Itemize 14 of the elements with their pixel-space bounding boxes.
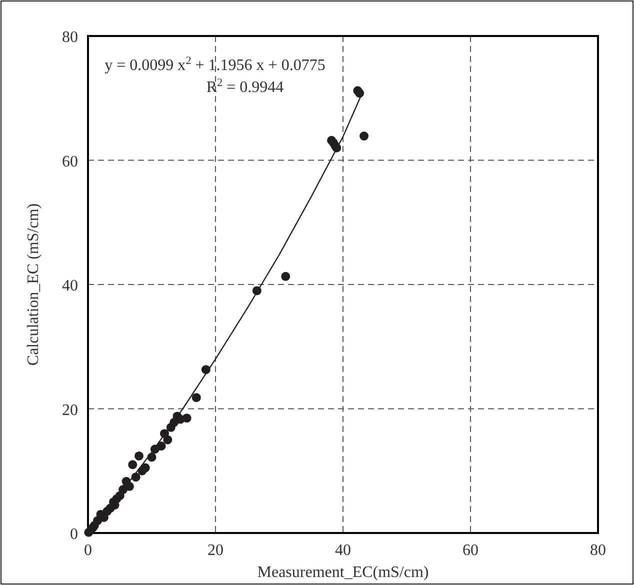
x-tick-label: 0 xyxy=(84,542,92,559)
x-tick-label: 60 xyxy=(462,542,478,559)
y-tick-label: 20 xyxy=(62,402,78,419)
annotation: y = 0.0099 x$^{2}$ + 1.1956 x + 0.0775 xyxy=(104,55,326,74)
y-axis-title: Calculation_EC (mS/cm) xyxy=(25,203,42,366)
y-tick-label: 0 xyxy=(70,526,78,543)
annotation: R$^{2}$ = 0.9944 xyxy=(206,77,284,96)
y-tick-label: 60 xyxy=(62,153,78,170)
x-tick-label: 20 xyxy=(208,542,224,559)
y-tick-label: 40 xyxy=(62,278,78,294)
y-tick-label: 80 xyxy=(62,29,78,46)
x-tick-label: 40 xyxy=(335,542,351,559)
x-axis-title: Measurement_EC(mS/cm) xyxy=(257,564,429,581)
x-tick-label: 80 xyxy=(590,542,606,559)
